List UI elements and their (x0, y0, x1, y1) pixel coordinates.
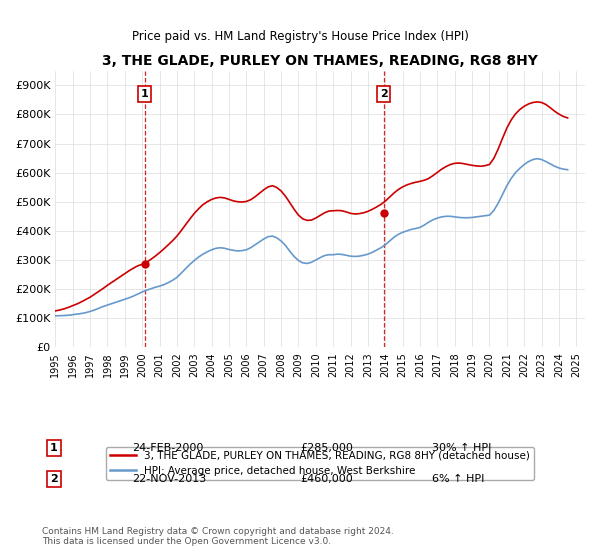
Text: Price paid vs. HM Land Registry's House Price Index (HPI): Price paid vs. HM Land Registry's House … (131, 30, 469, 43)
Text: 1: 1 (141, 89, 148, 99)
Text: 6% ↑ HPI: 6% ↑ HPI (432, 474, 484, 484)
Text: £285,000: £285,000 (300, 443, 353, 453)
Text: 24-FEB-2000: 24-FEB-2000 (132, 443, 203, 453)
Title: 3, THE GLADE, PURLEY ON THAMES, READING, RG8 8HY: 3, THE GLADE, PURLEY ON THAMES, READING,… (102, 54, 538, 68)
Legend: 3, THE GLADE, PURLEY ON THAMES, READING, RG8 8HY (detached house), HPI: Average : 3, THE GLADE, PURLEY ON THAMES, READING,… (106, 447, 535, 480)
Text: 2: 2 (380, 89, 388, 99)
Text: 22-NOV-2013: 22-NOV-2013 (132, 474, 206, 484)
Text: £460,000: £460,000 (300, 474, 353, 484)
Text: 2: 2 (50, 474, 58, 484)
Text: 30% ↑ HPI: 30% ↑ HPI (432, 443, 491, 453)
Text: 1: 1 (50, 443, 58, 453)
Text: Contains HM Land Registry data © Crown copyright and database right 2024.
This d: Contains HM Land Registry data © Crown c… (42, 526, 394, 546)
